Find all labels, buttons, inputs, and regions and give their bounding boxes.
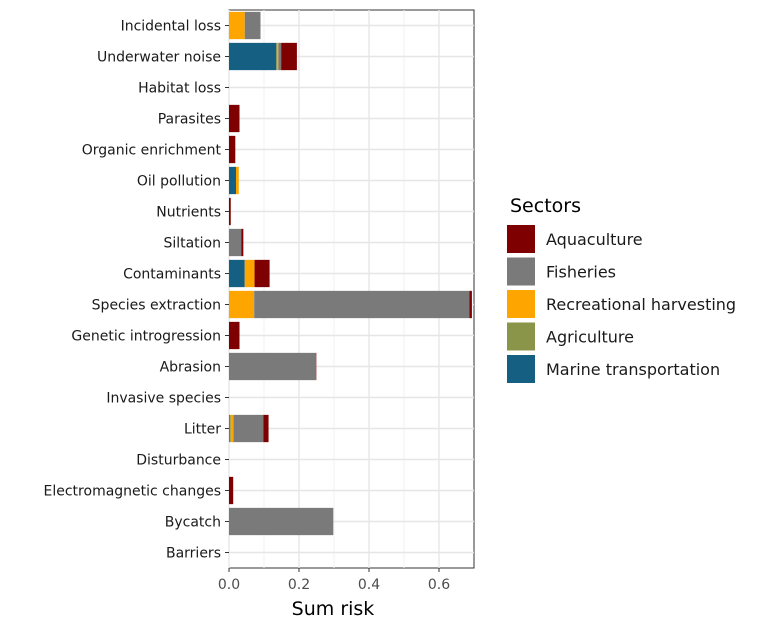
category-label: Litter bbox=[184, 422, 221, 438]
category-label: Oil pollution bbox=[137, 174, 221, 190]
bar-segment-aquaculture bbox=[229, 197, 231, 226]
plot-panel bbox=[228, 9, 475, 569]
category-label: Nutrients bbox=[156, 205, 221, 221]
category-label: Disturbance bbox=[136, 453, 221, 469]
bar-segment-recreational-harvesting bbox=[277, 42, 279, 71]
legend-label: Recreational harvesting bbox=[546, 295, 736, 314]
legend-swatch-marine-transportation bbox=[507, 355, 535, 383]
category-label: Organic enrichment bbox=[82, 143, 222, 159]
gridlines bbox=[228, 10, 474, 568]
x-axis-ticks: 0.0 0.2 0.4 0.6 bbox=[218, 568, 450, 593]
bar-segment-recreational-harvesting bbox=[244, 259, 255, 288]
category-label: Species extraction bbox=[92, 298, 221, 314]
bar-segment-marine-transportation bbox=[229, 42, 277, 71]
category-label: Invasive species bbox=[106, 391, 221, 407]
bar-segment-fisheries bbox=[244, 11, 261, 40]
bar-segment-aquaculture bbox=[229, 104, 240, 133]
bar-segment-aquaculture bbox=[281, 42, 297, 71]
legend-swatch-aquaculture bbox=[507, 225, 535, 253]
bar-segment-recreational-harvesting bbox=[236, 166, 239, 195]
bar-segment-fisheries bbox=[229, 228, 242, 257]
bar-segment-marine-transportation bbox=[229, 259, 245, 288]
bar-segment-aquaculture bbox=[315, 352, 317, 381]
bar-segment-agriculture bbox=[276, 42, 278, 71]
bar-segment-aquaculture bbox=[254, 259, 270, 288]
x-tick-label: 0.4 bbox=[358, 577, 380, 593]
x-axis-title: Sum risk bbox=[292, 598, 375, 620]
bar-segment-recreational-harvesting bbox=[229, 290, 255, 319]
bar-segment-marine-transportation bbox=[229, 166, 236, 195]
bar-segment-marine-transportation bbox=[229, 414, 230, 443]
legend-label: Fisheries bbox=[546, 263, 616, 282]
category-label: Abrasion bbox=[160, 360, 221, 376]
bar-segment-fisheries bbox=[233, 414, 264, 443]
category-label: Siltation bbox=[163, 236, 221, 252]
legend-title: Sectors bbox=[510, 195, 581, 217]
x-tick-label: 0.0 bbox=[218, 577, 240, 593]
bar-segment-aquaculture bbox=[469, 290, 472, 319]
bar-segment-recreational-harvesting bbox=[229, 11, 245, 40]
category-label: Bycatch bbox=[165, 515, 221, 531]
bar-segment-aquaculture bbox=[229, 135, 236, 164]
category-label: Electromagnetic changes bbox=[44, 484, 221, 500]
bar-segment-fisheries bbox=[254, 290, 470, 319]
category-label: Incidental loss bbox=[121, 19, 221, 35]
category-label: Contaminants bbox=[123, 267, 221, 283]
legend-label: Marine transportation bbox=[546, 360, 720, 379]
legend: Sectors Aquaculture Fisheries Recreational… bbox=[507, 195, 736, 383]
category-label: Underwater noise bbox=[97, 50, 221, 66]
bar-segment-agriculture bbox=[229, 414, 231, 443]
legend-swatch-recreational-harvesting bbox=[507, 290, 535, 318]
bar-segment-fisheries bbox=[229, 507, 334, 536]
legend-swatch-agriculture bbox=[507, 322, 535, 351]
category-label: Habitat loss bbox=[138, 81, 221, 97]
category-label: Barriers bbox=[166, 546, 221, 562]
category-labels: Incidental loss Underwater noise Habitat l… bbox=[44, 19, 229, 562]
bars bbox=[229, 11, 472, 536]
bar-segment-aquaculture bbox=[241, 228, 244, 257]
bar-segment-fisheries bbox=[229, 352, 316, 381]
x-tick-label: 0.6 bbox=[428, 577, 450, 593]
legend-swatch-fisheries bbox=[507, 257, 535, 286]
bar-segment-fisheries bbox=[278, 42, 282, 71]
legend-label: Agriculture bbox=[546, 328, 634, 347]
bar-segment-aquaculture bbox=[263, 414, 269, 443]
category-label: Parasites bbox=[158, 112, 221, 128]
bar-segment-aquaculture bbox=[229, 476, 234, 505]
x-tick-label: 0.2 bbox=[288, 577, 310, 593]
legend-label: Aquaculture bbox=[546, 230, 643, 249]
bar-segment-aquaculture bbox=[229, 321, 240, 350]
category-label: Genetic introgression bbox=[71, 329, 221, 345]
bar-segment-recreational-harvesting bbox=[230, 414, 234, 443]
